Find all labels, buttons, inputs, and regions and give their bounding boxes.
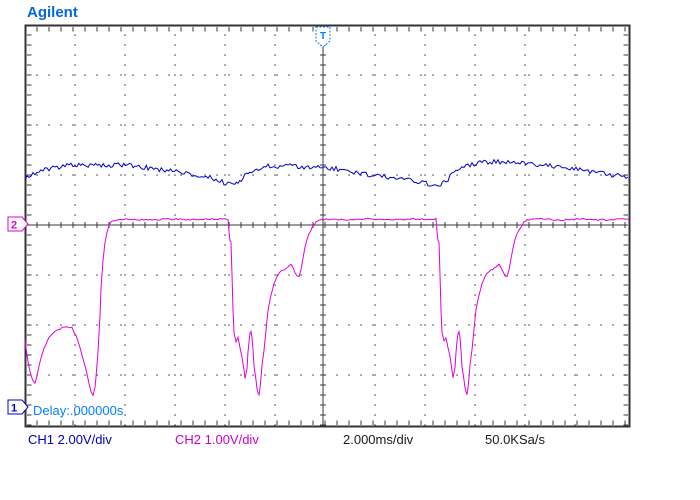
graticule bbox=[24, 24, 631, 428]
timebase-readout: 2.000ms/div bbox=[343, 432, 414, 447]
traces bbox=[24, 158, 630, 397]
ch2-marker-label: 2 bbox=[11, 220, 17, 232]
trigger-marker: T bbox=[315, 26, 331, 48]
ch1-trace bbox=[24, 158, 629, 187]
ch2-ground-marker: 2 bbox=[7, 216, 29, 232]
delay-readout: Delay:.000000s bbox=[33, 403, 124, 418]
sample-rate-readout: 50.0KSa/s bbox=[485, 432, 545, 447]
agilent-logo: Agilent bbox=[27, 4, 78, 21]
ch1-ground-marker: 1 bbox=[7, 399, 29, 415]
ch2-scale-readout: CH2 1.00V/div bbox=[175, 432, 259, 447]
ch1-scale-readout: CH1 2.00V/div bbox=[28, 432, 112, 447]
ch2-trace bbox=[24, 217, 630, 397]
trigger-label: T bbox=[320, 31, 326, 42]
ch1-marker-label: 1 bbox=[11, 403, 17, 415]
